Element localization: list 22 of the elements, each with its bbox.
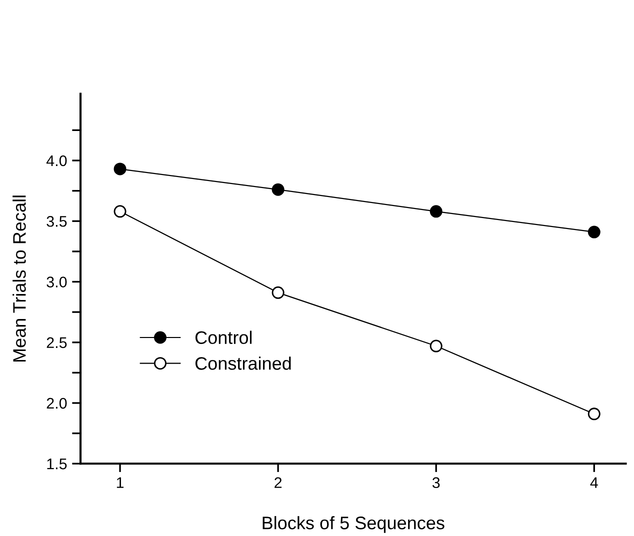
y-axis-title: Mean Trials to Recall: [12, 196, 26, 362]
x-axis-title: Blocks of 5 Sequences: [262, 516, 444, 533]
point: [114, 205, 126, 218]
point: [430, 205, 442, 218]
x-tick-label: 3: [432, 477, 440, 488]
y-tick-label: 3.0: [46, 276, 67, 288]
point: [272, 183, 284, 196]
legend-label: Constrained: [195, 356, 291, 370]
y-tick-label: 2.0: [46, 398, 67, 409]
point: [588, 408, 600, 420]
point: [588, 226, 600, 238]
legend-label: Control: [195, 330, 252, 344]
x-tick-label: 2: [274, 477, 282, 488]
y-tick-label: 1.5: [47, 458, 67, 470]
point: [272, 286, 284, 299]
point: [114, 162, 126, 176]
x-tick-label: 1: [116, 477, 124, 488]
y-tick-label: 2.5: [46, 337, 67, 348]
point: [430, 340, 442, 352]
y-tick-label: 3.5: [46, 216, 67, 227]
x-tick-label: 4: [590, 477, 598, 488]
y-tick-label: 4.0: [46, 155, 67, 166]
